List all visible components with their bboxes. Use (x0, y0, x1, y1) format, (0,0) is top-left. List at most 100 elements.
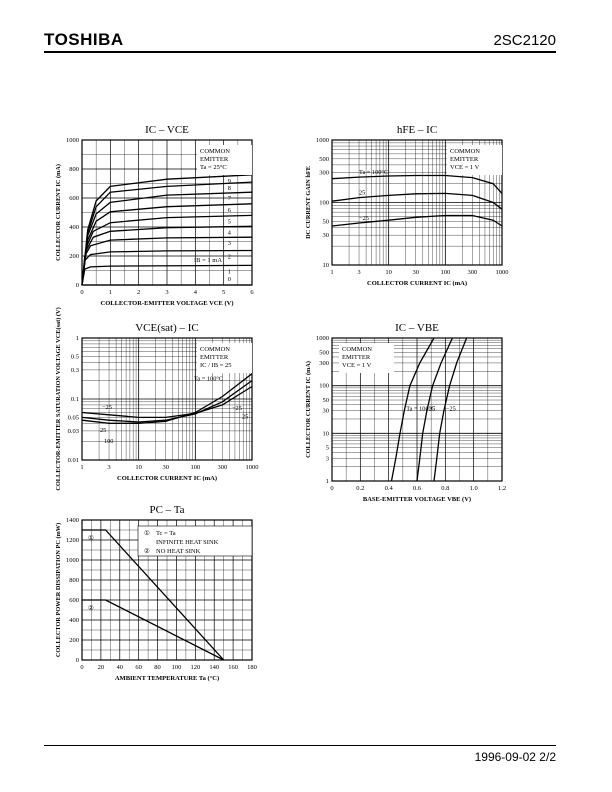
y-tick-label: 0.05 (68, 414, 79, 421)
y-tick-label: 3 (326, 455, 329, 462)
chart-title: IC – VCE (145, 124, 189, 136)
note-line: VCE = 1 V (342, 362, 372, 369)
part-number: 2SC2120 (493, 32, 556, 49)
footer-rule (44, 745, 556, 746)
y-tick-label: 0.5 (71, 353, 79, 360)
plot-frame (81, 337, 253, 461)
y-tick-label: 10 (323, 262, 330, 269)
y-tick-label: 1000 (316, 137, 329, 144)
note-box (197, 343, 252, 373)
series-line (416, 337, 453, 482)
note-line: EMITTER (200, 354, 229, 361)
legend-text: INFINITE HEAT SINK (156, 539, 219, 546)
y-tick-label: 0.01 (68, 457, 79, 464)
x-axis-label: COLLECTOR CURRENT IC (mA) (117, 475, 217, 482)
x-tick-label: 180 (247, 664, 257, 671)
y-tick-label: 600 (69, 195, 79, 202)
series-label: Ta = 100°C (359, 169, 388, 176)
y-tick-label: 0.1 (71, 396, 79, 403)
series-line (331, 192, 503, 210)
note-line: EMITTER (342, 354, 371, 361)
plot-frame (81, 519, 253, 661)
y-tick-label: 1 (326, 478, 329, 485)
y-tick-label: 200 (69, 253, 79, 260)
plot-frame (331, 139, 503, 266)
x-tick-label: 0.4 (385, 485, 394, 492)
y-tick-label: 800 (69, 166, 79, 173)
y-tick-label: 1000 (316, 335, 329, 342)
series-label: −25 (102, 404, 112, 411)
note-box (197, 145, 252, 175)
x-tick-label: 140 (209, 664, 219, 671)
note-line: COMMON (342, 346, 372, 353)
y-axis-label: COLLECTOR CURRENT IC (mA) (55, 164, 62, 261)
y-axis-label: COLLECTOR CURRENT IC (mA) (305, 361, 312, 458)
x-tick-label: 3 (165, 289, 168, 296)
chart-title: IC – VBE (395, 322, 439, 334)
series-label: 25 (100, 427, 106, 434)
x-tick-label: 30 (162, 464, 169, 471)
series-label: Ta = 100°C (406, 406, 435, 413)
brand-logo: TOSHIBA (44, 30, 124, 49)
series-label: 2 (228, 253, 231, 260)
x-tick-label: 2 (137, 289, 140, 296)
series-line (433, 337, 468, 482)
legend-mark: ② (144, 547, 150, 555)
note-box (447, 145, 502, 175)
series-line (82, 599, 224, 661)
y-tick-label: 1000 (66, 557, 79, 564)
x-tick-label: 1.2 (498, 485, 506, 492)
x-tick-label: 0.2 (356, 485, 364, 492)
y-tick-label: 0.3 (71, 367, 79, 374)
x-tick-label: 0 (80, 664, 83, 671)
x-tick-label: 5 (222, 289, 225, 296)
y-tick-label: 300 (319, 170, 329, 177)
series-line (81, 373, 253, 424)
note-line: COMMON (200, 346, 230, 353)
x-tick-label: 80 (154, 664, 161, 671)
series-label: 25 (242, 414, 248, 421)
series-label: 6 (228, 207, 231, 214)
param-label: IB = 1 mA (194, 257, 222, 264)
series-label: 4 (228, 229, 232, 236)
x-tick-label: 4 (194, 289, 198, 296)
x-tick-label: 0 (330, 485, 333, 492)
x-tick-label: 1 (109, 289, 112, 296)
note-box (339, 343, 394, 373)
series-line (331, 174, 503, 194)
y-tick-label: 100 (319, 200, 329, 207)
series-label: Ta = 100°C (194, 376, 223, 383)
header-rule (44, 51, 556, 53)
x-tick-label: 100 (190, 464, 200, 471)
series-line (331, 214, 503, 227)
y-tick-label: 5 (326, 445, 329, 452)
y-tick-label: 10 (323, 430, 330, 437)
y-tick-label: 500 (319, 349, 329, 356)
y-tick-label: 30 (323, 232, 330, 239)
x-tick-label: 100 (172, 664, 182, 671)
y-tick-label: 50 (323, 218, 330, 225)
series-label: 7 (228, 195, 231, 202)
y-axis-label: COLLECTOR POWER DISSIPATION PC (mW) (55, 523, 62, 657)
y-tick-label: 0 (76, 657, 79, 664)
y-tick-label: 100 (319, 383, 329, 390)
x-tick-label: 3 (107, 464, 110, 471)
note-line: EMITTER (450, 156, 479, 163)
note-line: IC / IB = 25 (200, 362, 231, 369)
x-tick-label: 3 (357, 269, 360, 276)
x-tick-label: 160 (228, 664, 238, 671)
x-tick-label: 1 (80, 464, 83, 471)
x-tick-label: 60 (135, 664, 142, 671)
x-tick-label: 0 (80, 289, 83, 296)
x-tick-label: 300 (467, 269, 477, 276)
x-tick-label: 40 (117, 664, 124, 671)
y-tick-label: 500 (319, 156, 329, 163)
series-label: 100 (104, 438, 113, 445)
x-axis-label: COLLECTOR CURRENT IC (mA) (367, 280, 467, 287)
y-tick-label: 200 (69, 637, 79, 644)
y-tick-label: 1400 (66, 517, 79, 524)
y-tick-label: 600 (69, 597, 79, 604)
